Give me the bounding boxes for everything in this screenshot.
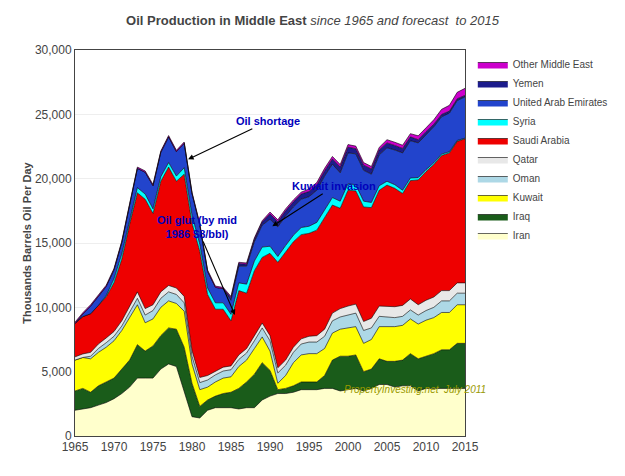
svg-text:1975: 1975	[140, 440, 167, 454]
svg-text:2010: 2010	[413, 440, 440, 454]
svg-text:1970: 1970	[101, 440, 128, 454]
svg-text:Thousands Barrels Oil Per Day: Thousands Barrels Oil Per Day	[21, 161, 33, 323]
svg-text:PropertyInvesting.net July 20: PropertyInvesting.net July 2011	[344, 384, 486, 395]
svg-text:Yemen: Yemen	[513, 78, 544, 89]
svg-text:Iraq: Iraq	[513, 211, 530, 222]
svg-text:10,000: 10,000	[35, 301, 72, 315]
svg-text:Other Middle East: Other Middle East	[513, 59, 593, 70]
svg-text:Iran: Iran	[513, 230, 530, 241]
svg-text:2005: 2005	[374, 440, 401, 454]
svg-text:1995: 1995	[296, 440, 323, 454]
svg-text:0: 0	[65, 429, 72, 443]
svg-text:Qatar: Qatar	[513, 154, 539, 165]
svg-text:Oil Production in Middle East: Oil Production in Middle East since 1965…	[126, 13, 500, 28]
svg-text:1990: 1990	[257, 440, 284, 454]
svg-text:1985: 1985	[218, 440, 245, 454]
svg-text:Syria: Syria	[513, 116, 536, 127]
svg-text:15,000: 15,000	[35, 236, 72, 250]
svg-text:Oil shortage: Oil shortage	[236, 115, 300, 127]
svg-text:30,000: 30,000	[35, 43, 72, 57]
svg-text:Kuwait: Kuwait	[513, 192, 543, 203]
svg-text:25,000: 25,000	[35, 108, 72, 122]
svg-text:20,000: 20,000	[35, 172, 72, 186]
svg-text:United Arab Emirates: United Arab Emirates	[513, 97, 608, 108]
svg-text:1965: 1965	[62, 440, 89, 454]
svg-text:Oman: Oman	[513, 173, 540, 184]
svg-text:Kuwait invasion: Kuwait invasion	[292, 180, 376, 192]
svg-text:Saudi Arabia: Saudi Arabia	[513, 135, 570, 146]
svg-text:5,000: 5,000	[42, 365, 72, 379]
svg-text:Oil glut (by mid1986 $8/bbl): Oil glut (by mid1986 $8/bbl)	[157, 214, 237, 240]
svg-text:2015: 2015	[452, 440, 479, 454]
svg-text:1980: 1980	[179, 440, 206, 454]
svg-text:2000: 2000	[335, 440, 362, 454]
